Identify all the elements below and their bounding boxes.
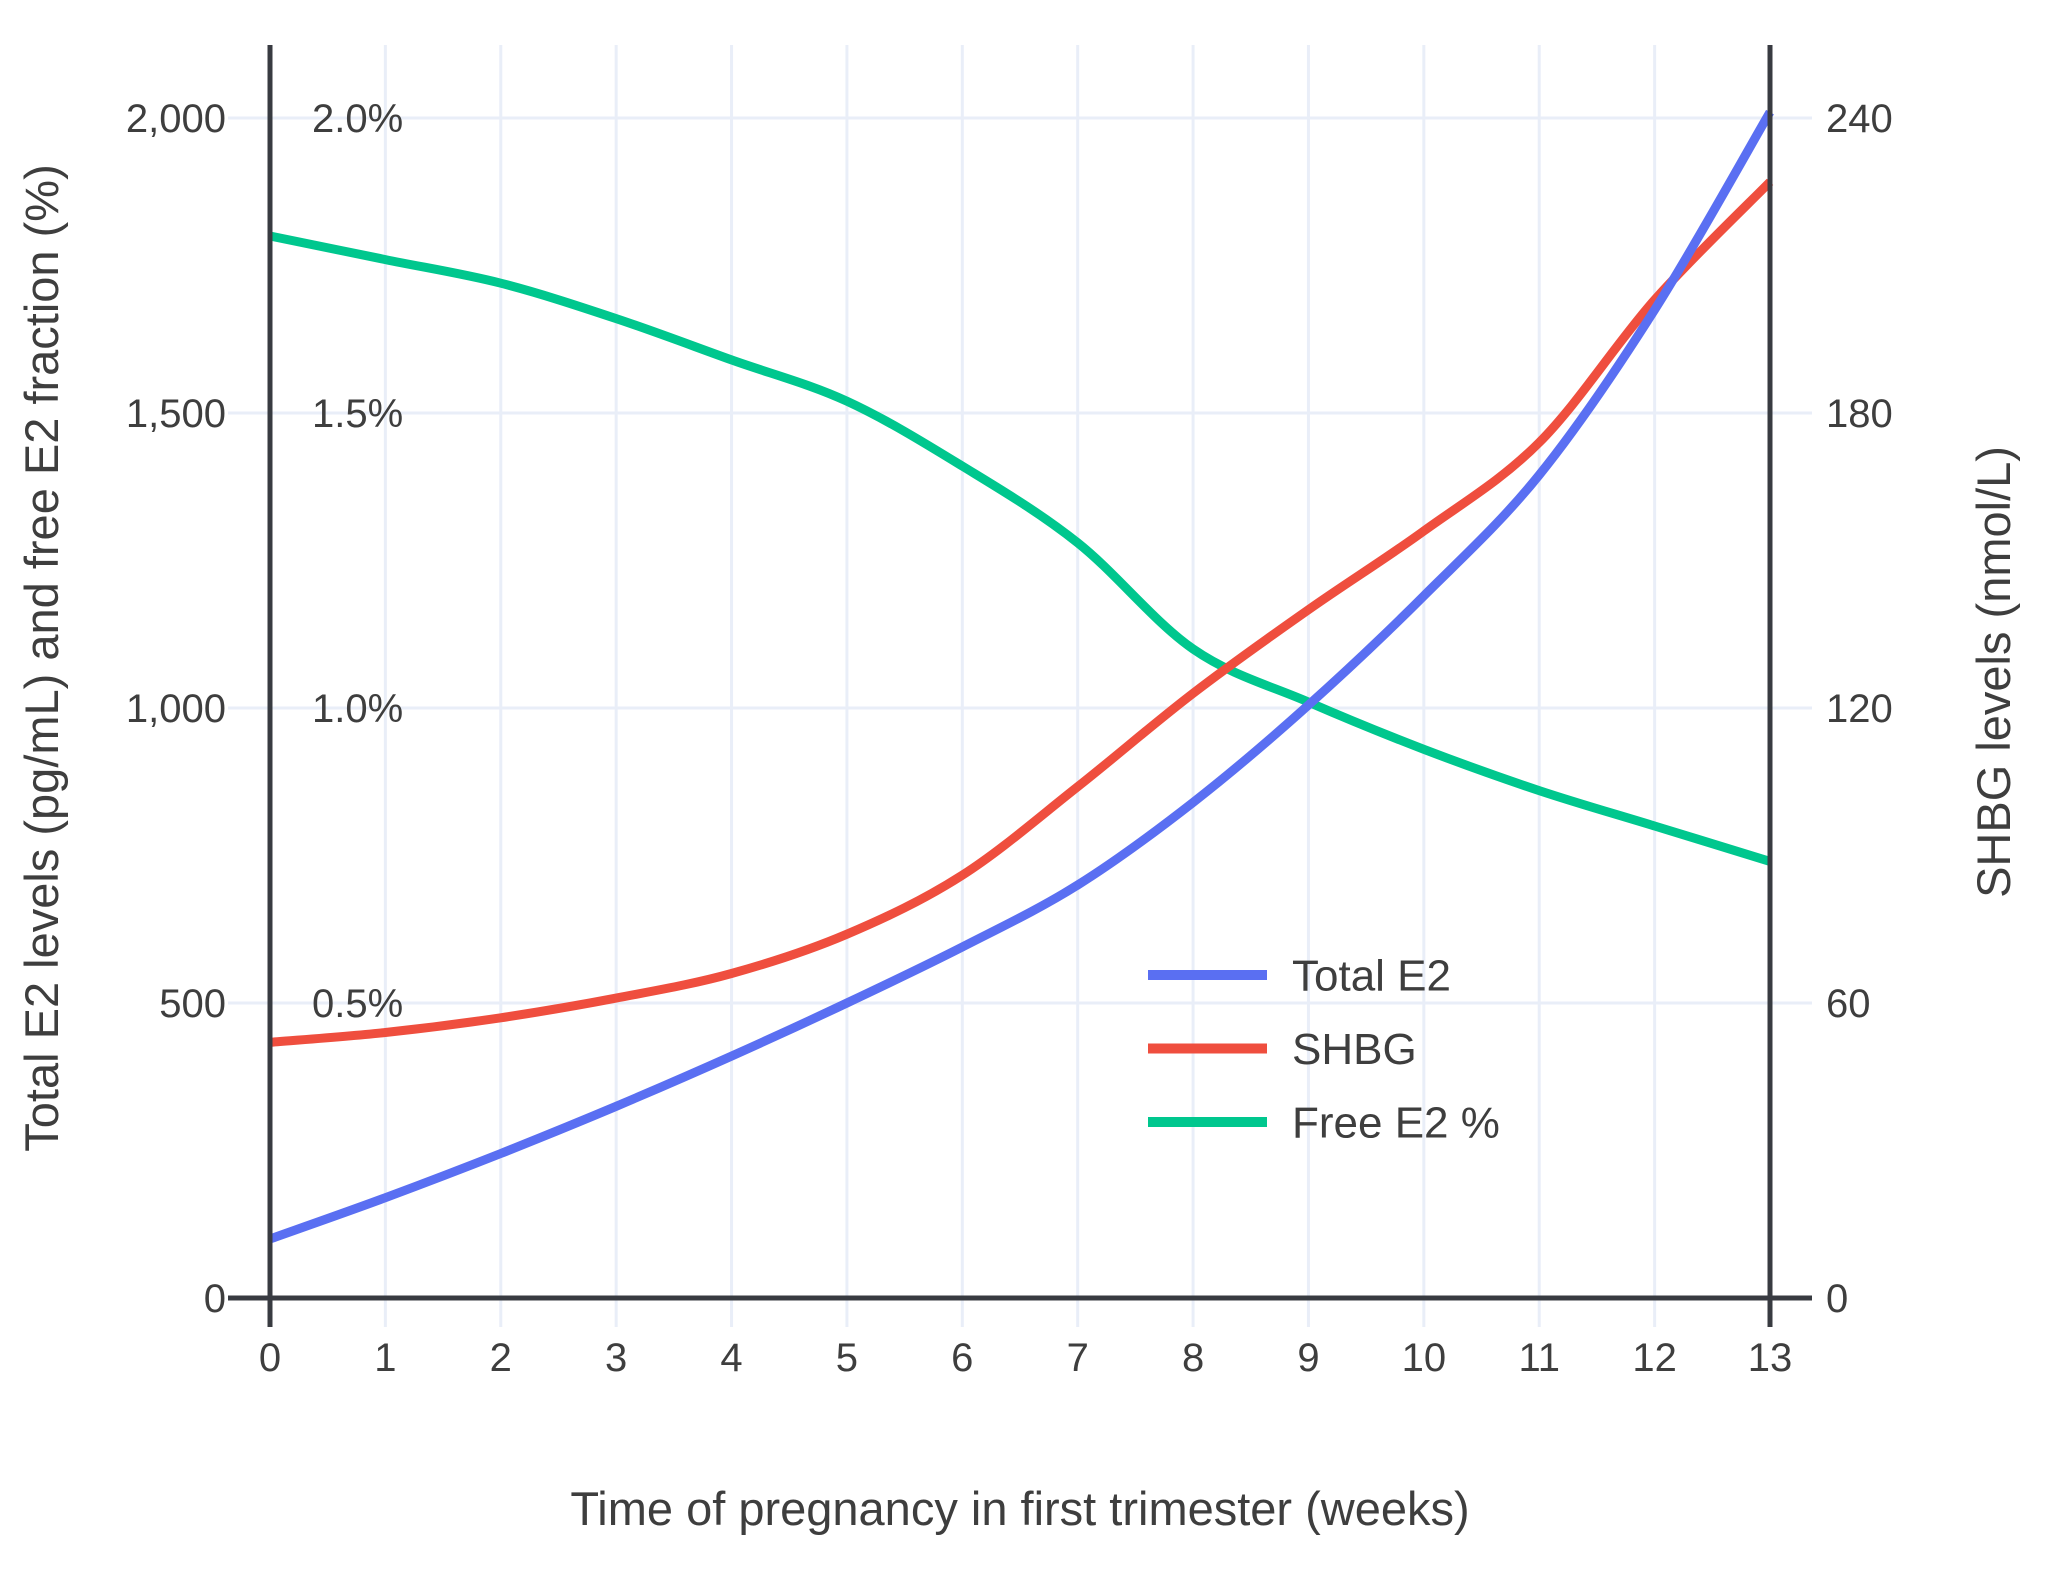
legend-label: Total E2: [1292, 951, 1451, 1000]
x-tick-label: 10: [1402, 1336, 1447, 1380]
x-tick-label: 8: [1182, 1336, 1204, 1380]
x-tick-label: 9: [1297, 1336, 1319, 1380]
legend-item-total-e2[interactable]: Total E2: [1148, 951, 1451, 1000]
x-tick-label: 4: [720, 1336, 742, 1380]
x-tick-label: 1: [374, 1336, 396, 1380]
series-curves: [268, 109, 1774, 1244]
x-tick-label: 3: [605, 1336, 627, 1380]
right-y-tick-label: 0: [1826, 1277, 1848, 1321]
x-tick-label: 5: [836, 1336, 858, 1380]
legend-item-free-e2-[interactable]: Free E2 %: [1148, 1098, 1500, 1147]
x-axis-title: Time of pregnancy in first trimester (we…: [570, 1482, 1469, 1535]
gridlines: [228, 45, 1812, 1327]
x-tick-label: 0: [259, 1336, 281, 1380]
series-line-total-e2: [268, 109, 1774, 1244]
legend: Total E2 SHBG Free E2 %: [1148, 951, 1500, 1147]
x-tick-label: 12: [1632, 1336, 1677, 1380]
right-y-tick-label: 240: [1826, 97, 1893, 141]
tick-labels: 05001,0001,5002,0000.5%1.0%1.5%2.0%06012…: [126, 97, 1893, 1380]
series-line-free-e2-: [269, 231, 1772, 866]
percent-tick-label: 1.5%: [312, 392, 403, 436]
axes: [228, 45, 1812, 1327]
legend-label: SHBG: [1292, 1025, 1417, 1074]
x-tick-label: 7: [1067, 1336, 1089, 1380]
right-y-tick-label: 180: [1826, 392, 1893, 436]
left-y-tick-label: 1,000: [126, 687, 226, 731]
left-y-tick-label: 2,000: [126, 97, 226, 141]
percent-tick-label: 1.0%: [312, 687, 403, 731]
x-tick-label: 13: [1748, 1336, 1793, 1380]
percent-tick-label: 0.5%: [312, 982, 403, 1026]
right-y-tick-label: 120: [1826, 687, 1893, 731]
left-y-axis-title: Total E2 levels (pg/mL) and free E2 frac…: [15, 164, 68, 1151]
x-tick-label: 11: [1518, 1336, 1560, 1380]
right-y-tick-label: 60: [1826, 982, 1871, 1026]
left-y-tick-label: 500: [159, 982, 226, 1026]
legend-item-shbg[interactable]: SHBG: [1148, 1025, 1417, 1074]
series-line-shbg: [269, 178, 1774, 1047]
percent-tick-label: 2.0%: [312, 97, 403, 141]
left-y-tick-label: 1,500: [126, 392, 226, 436]
legend-label: Free E2 %: [1292, 1098, 1500, 1147]
left-y-tick-label: 0: [204, 1277, 226, 1321]
x-tick-label: 2: [490, 1336, 512, 1380]
x-tick-label: 6: [951, 1336, 973, 1380]
right-y-axis-title: SHBG levels (nmol/L): [1967, 446, 2020, 898]
